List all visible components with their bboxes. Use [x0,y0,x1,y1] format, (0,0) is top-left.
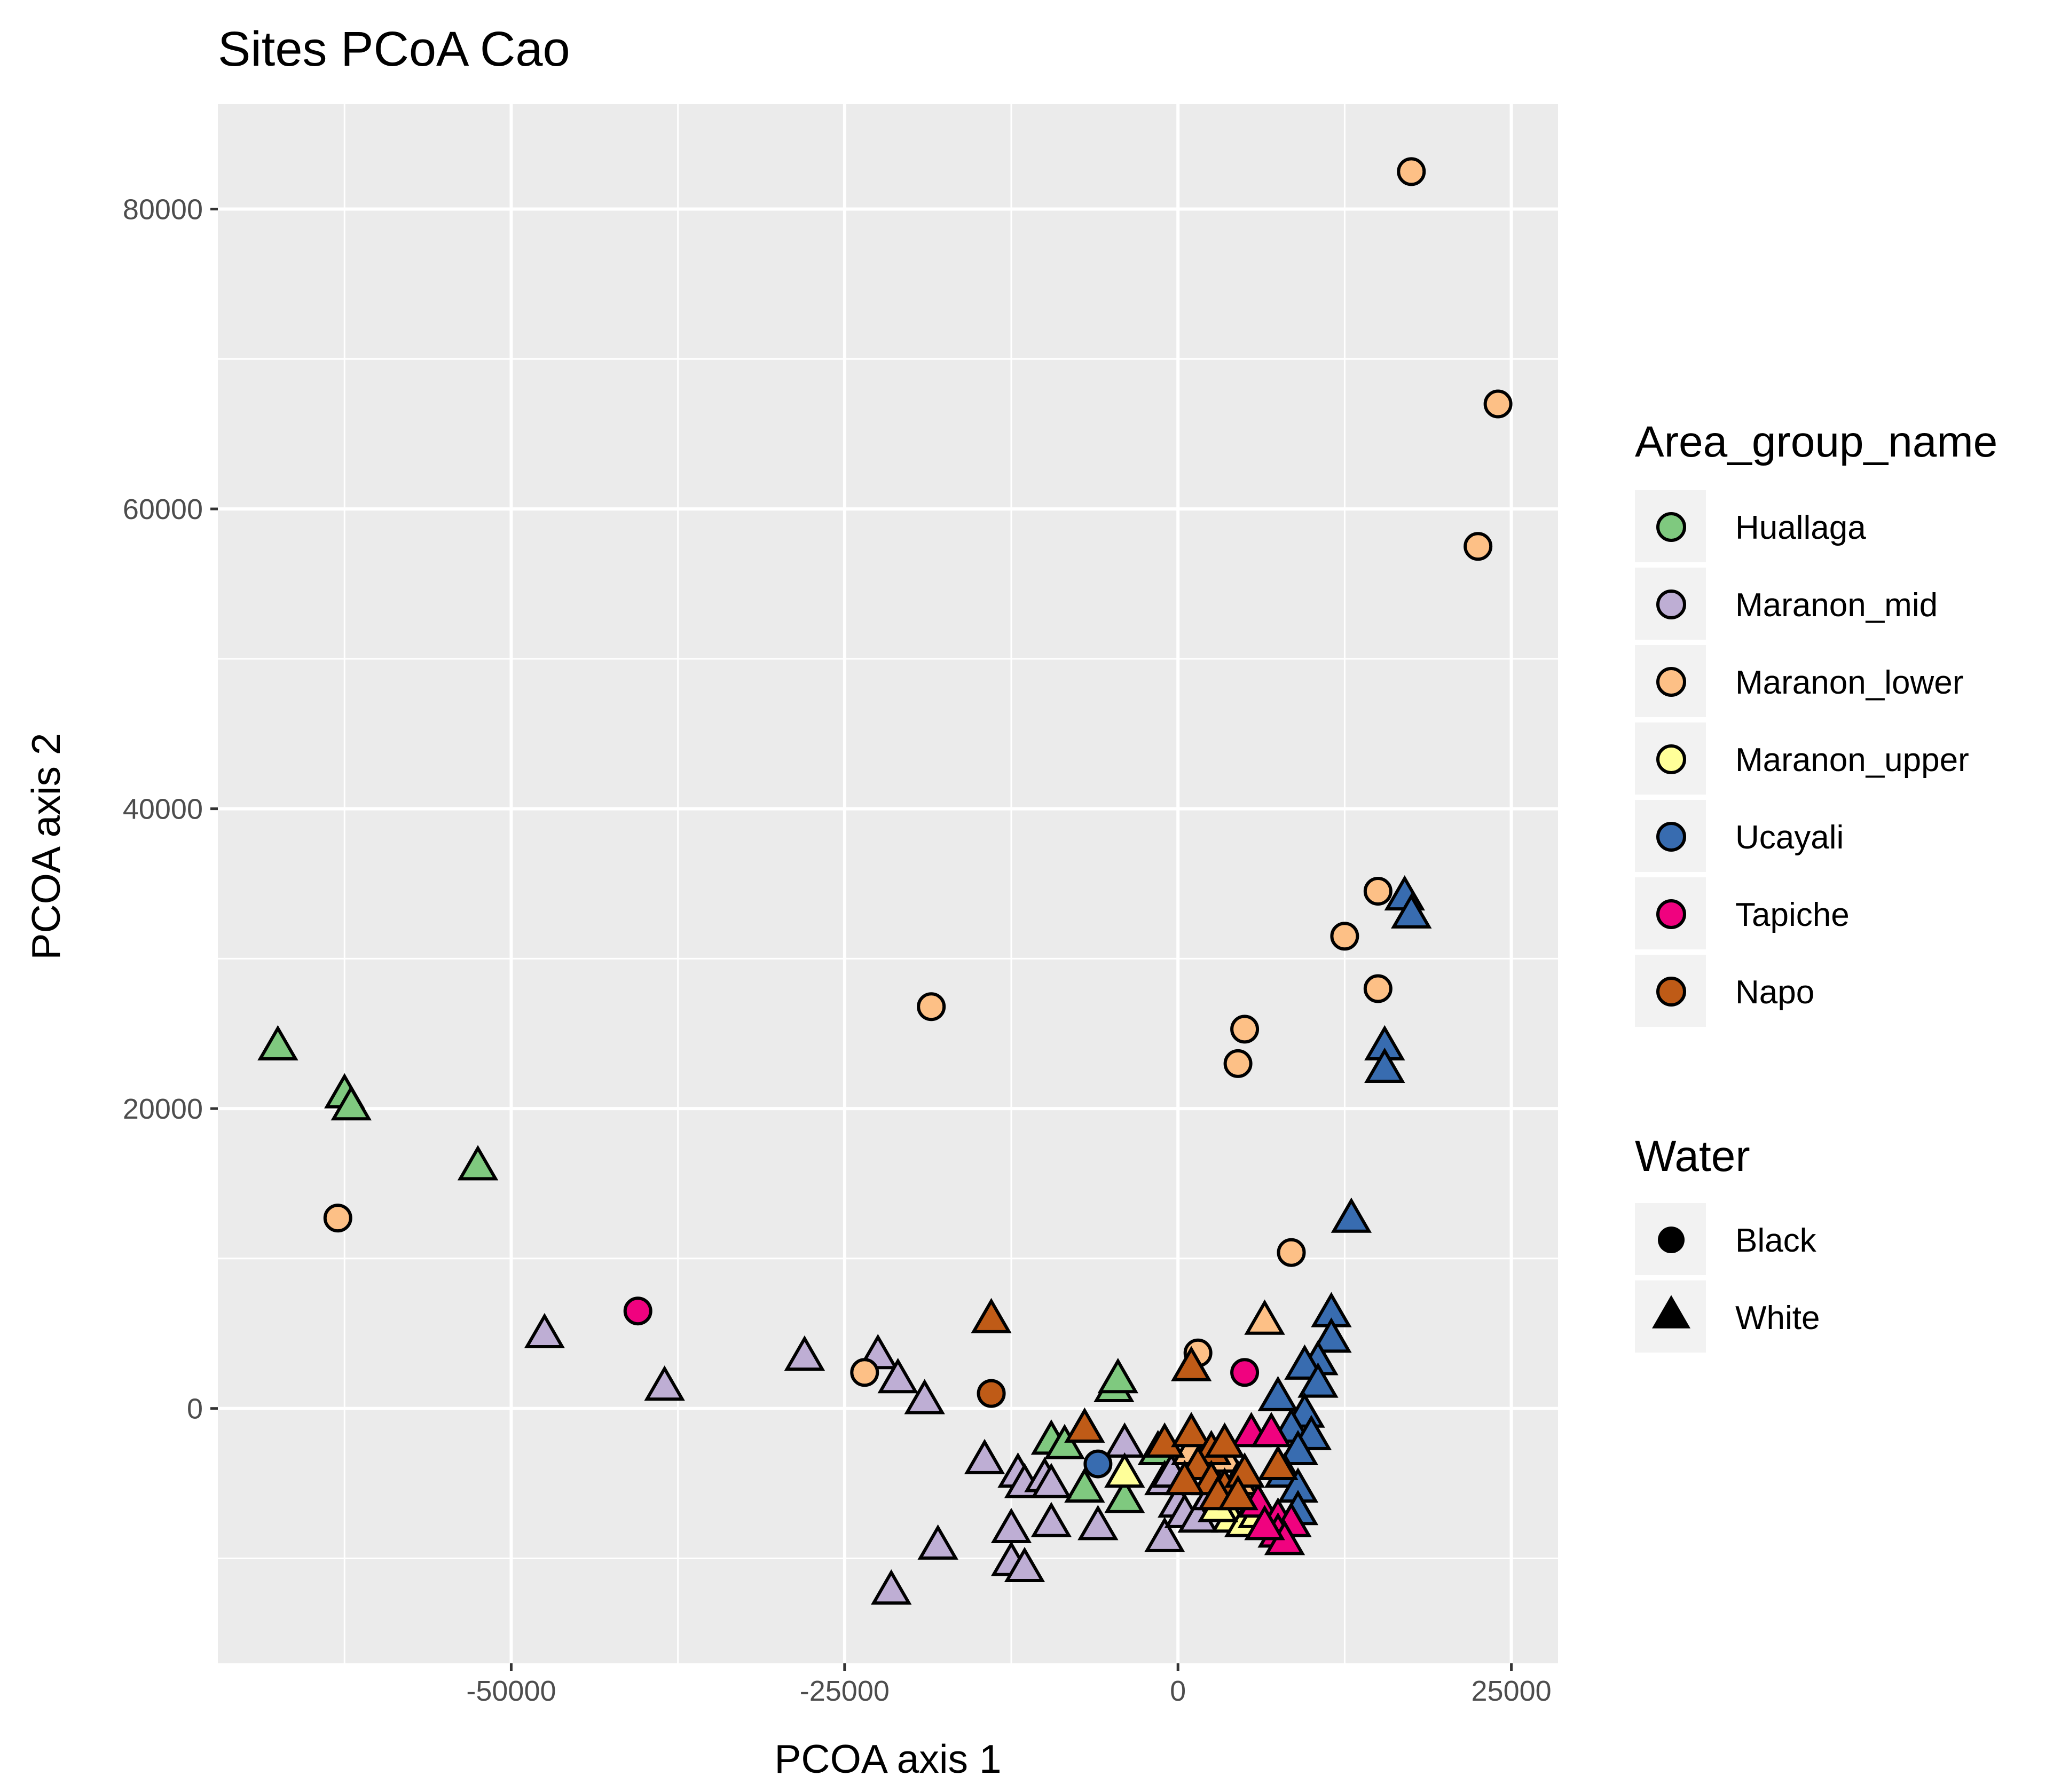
legend-key-tapiche [1656,899,1686,929]
point-ucayali-triangle [1311,1317,1352,1353]
legend-key-maranon-mid [1656,590,1686,619]
y-tick-label: 40000 [123,793,203,826]
legend-label: Napo [1735,974,1814,1011]
point-napo-triangle [971,1298,1012,1333]
point-maranon-lower-circle [1363,974,1393,1003]
point-huallaga-triangle [1097,1358,1139,1394]
point-maranon-mid-triangle [917,1524,958,1560]
legend-key-maranon-lower [1656,667,1686,697]
legend-label: Ucayali [1735,819,1844,856]
point-maranon-mid-triangle [1144,1516,1185,1552]
legend-label: Maranon_mid [1735,587,1938,624]
point-napo-triangle [1170,1412,1212,1448]
point-maranon-mid-triangle [644,1365,685,1401]
point-ucayali-triangle [1391,893,1432,929]
legend-label: Maranon_lower [1735,664,1963,701]
point-tapiche-triangle [1244,1505,1285,1541]
point-maranon-lower-circle [850,1358,879,1387]
point-huallaga-triangle [1064,1467,1105,1503]
point-napo-circle [977,1379,1006,1408]
point-ucayali-triangle [1297,1362,1339,1398]
point-ucayali-triangle [1277,1429,1319,1465]
point-maranon-lower-circle [1363,877,1393,906]
point-maranon-mid-triangle [1004,1546,1045,1582]
point-huallaga-triangle [257,1025,298,1060]
data-points [257,157,1513,1605]
legend-key-ucayali [1656,822,1686,852]
point-maranon-lower-circle [1230,1015,1260,1044]
point-napo-triangle [1144,1422,1185,1458]
point-huallaga-triangle [457,1145,499,1181]
legend-key-napo [1656,977,1686,1007]
x-tick-label: 0 [1170,1675,1186,1707]
x-tick-label: -50000 [466,1675,556,1707]
major-gridlines [218,104,1558,1663]
point-maranon-lower-circle [1277,1238,1306,1267]
point-maranon-mid-triangle [524,1312,565,1348]
y-tick-label: 60000 [123,493,203,525]
point-maranon-lower-circle [1483,389,1513,419]
point-tapiche-triangle [1250,1412,1292,1448]
point-napo-triangle [1204,1422,1245,1458]
area-group-legend: Area_group_name Huallaga Maranon_mid Marano… [1635,418,1997,1027]
x-tick-label: 25000 [1472,1675,1552,1707]
point-huallaga-triangle [331,1085,372,1121]
point-maranon-lower-circle [917,992,946,1021]
point-ucayali-triangle [1331,1197,1372,1233]
legend-key-black [1658,1227,1685,1253]
water-legend: Water Black White [1635,1132,1820,1353]
point-tapiche-circle [1230,1358,1260,1387]
point-maranon-lower-circle [323,1204,352,1233]
chart-title: Sites PCoA Cao [218,22,570,76]
point-ucayali-triangle [1257,1376,1299,1411]
point-napo-triangle [1257,1444,1299,1481]
point-maranon-mid-triangle [904,1379,945,1414]
point-ucayali-circle [1083,1449,1113,1479]
point-maranon-mid-triangle [877,1358,918,1394]
legend-label: Huallaga [1735,509,1866,546]
legend-key-huallaga [1656,512,1686,542]
axes: -50000 -25000 0 25000 0 20000 40000 60000 80000 [123,194,1552,1707]
point-maranon-lower-circle [1464,532,1493,561]
x-tick-label: -25000 [800,1675,890,1707]
legend-label: Tapiche [1735,897,1850,933]
point-maranon-lower-circle [1330,922,1359,951]
point-maranon-mid-triangle [964,1439,1005,1474]
point-ucayali-triangle [1364,1047,1405,1083]
point-maranon-mid-triangle [1030,1463,1072,1498]
point-maranon-mid-triangle [784,1335,825,1371]
point-maranon-lower-triangle [1244,1299,1285,1335]
y-axis-title: PCOA axis 2 [23,733,68,960]
y-tick-label: 20000 [123,1093,203,1125]
point-napo-triangle [1164,1459,1205,1496]
legend-label: White [1735,1300,1820,1337]
y-tick-label: 0 [187,1393,203,1425]
point-napo-triangle [1217,1475,1258,1511]
legend-key-maranon-upper [1656,744,1686,774]
minor-gridlines [218,104,1558,1663]
point-tapiche-circle [623,1296,652,1326]
point-maranon-mid-triangle [1077,1505,1119,1541]
point-maranon-upper-triangle [1104,1452,1145,1488]
point-napo-triangle [1170,1346,1212,1381]
point-napo-triangle [1224,1452,1265,1488]
legend-key-white [1652,1295,1690,1329]
point-maranon-lower-circle [1397,157,1426,186]
point-maranon-lower-circle [1223,1049,1253,1078]
legend-title-area-group: Area_group_name [1635,418,1997,466]
legend-label: Maranon_upper [1735,742,1969,779]
point-maranon-mid-triangle [1030,1502,1072,1537]
plot-panel [218,104,1558,1663]
x-axis-title: PCOA axis 1 [774,1736,1001,1781]
y-tick-label: 80000 [123,194,203,226]
point-huallaga-triangle [1104,1477,1145,1513]
legend-title-water: Water [1635,1132,1750,1181]
point-napo-triangle [1064,1407,1105,1443]
point-maranon-mid-triangle [871,1569,912,1605]
legend-label: Black [1735,1222,1817,1259]
